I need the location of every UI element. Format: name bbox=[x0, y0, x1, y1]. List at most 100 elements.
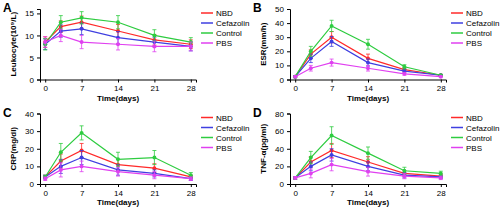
tick-label: 0 bbox=[43, 189, 48, 198]
tick-label: 7 bbox=[330, 84, 335, 93]
legend-item: NBD bbox=[201, 9, 233, 18]
error-bar bbox=[439, 171, 443, 175]
tick-mark bbox=[82, 80, 83, 83]
error-cap bbox=[189, 50, 193, 51]
line bbox=[295, 63, 441, 77]
y-axis: 010203040 bbox=[25, 110, 40, 190]
tick: 28 bbox=[437, 184, 446, 198]
legend-label: NBD bbox=[216, 114, 233, 123]
x-axis-title: Time(days) bbox=[347, 198, 389, 207]
error-bar bbox=[309, 151, 313, 163]
tick: 7 bbox=[330, 184, 335, 198]
tick: 0 bbox=[43, 184, 48, 198]
marker bbox=[59, 20, 63, 24]
tick-mark bbox=[295, 184, 296, 187]
error-bar bbox=[116, 152, 120, 166]
marker bbox=[293, 75, 297, 79]
error-cap bbox=[59, 15, 63, 16]
error-cap bbox=[402, 178, 406, 179]
tick-mark bbox=[332, 184, 333, 187]
error-cap bbox=[116, 176, 120, 177]
legend-swatch bbox=[201, 12, 213, 14]
panel-title: A bbox=[3, 1, 12, 15]
error-bar bbox=[330, 20, 334, 31]
tick: 14 bbox=[364, 184, 373, 198]
tick-label: 15 bbox=[25, 9, 34, 18]
error-bar bbox=[152, 170, 156, 177]
legend-label: Control bbox=[216, 134, 242, 143]
legend-label: NBD bbox=[466, 9, 483, 18]
tick-mark bbox=[37, 13, 40, 14]
error-bar bbox=[59, 29, 63, 41]
series bbox=[293, 59, 443, 79]
x-axis-title: Time(days) bbox=[347, 94, 389, 103]
error-bar bbox=[366, 39, 370, 49]
error-cap bbox=[152, 171, 156, 172]
marker bbox=[116, 170, 120, 174]
error-bar bbox=[152, 41, 156, 52]
tick-mark bbox=[37, 131, 40, 132]
tick-mark bbox=[287, 184, 290, 185]
line bbox=[295, 136, 441, 178]
series bbox=[43, 161, 193, 181]
legend: NBDCefazolinControlPBS bbox=[451, 9, 499, 48]
error-bar bbox=[293, 177, 297, 180]
tick-mark bbox=[287, 51, 290, 52]
error-bar bbox=[366, 167, 370, 176]
marker bbox=[80, 156, 84, 160]
tick-mark bbox=[295, 80, 296, 83]
tick-mark bbox=[287, 23, 290, 24]
tick-mark bbox=[118, 80, 119, 83]
y-axis-title: TNF-α(pg/ml) bbox=[259, 124, 268, 174]
marker bbox=[152, 33, 156, 37]
marker bbox=[293, 176, 297, 180]
tick-mark bbox=[368, 80, 369, 83]
marker bbox=[152, 173, 156, 177]
tick: 10 bbox=[25, 31, 40, 40]
error-bar bbox=[402, 167, 406, 174]
error-cap bbox=[59, 143, 63, 144]
tick: 40 bbox=[275, 19, 290, 28]
error-cap bbox=[59, 41, 63, 42]
error-cap bbox=[80, 34, 84, 35]
tick: 40 bbox=[25, 110, 40, 119]
tick-mark bbox=[37, 166, 40, 167]
marker bbox=[80, 40, 84, 44]
marker bbox=[309, 56, 313, 60]
error-bar bbox=[366, 59, 370, 66]
error-cap bbox=[116, 166, 120, 167]
tick: 14 bbox=[364, 80, 373, 94]
legend-swatch bbox=[451, 32, 463, 34]
tick: 0 bbox=[293, 80, 298, 94]
marker bbox=[366, 170, 370, 174]
line bbox=[295, 151, 441, 178]
tick: 15 bbox=[25, 9, 40, 18]
legend-item: PBS bbox=[201, 144, 232, 153]
marker bbox=[189, 177, 193, 181]
marker bbox=[152, 156, 156, 160]
tick-mark bbox=[404, 184, 405, 187]
error-cap bbox=[152, 150, 156, 151]
marker bbox=[309, 156, 313, 160]
y-axis: 051015 bbox=[25, 9, 40, 84]
tick-mark bbox=[154, 80, 155, 83]
tick-mark bbox=[287, 9, 290, 10]
marker bbox=[189, 44, 193, 48]
legend-item: PBS bbox=[451, 39, 482, 48]
error-cap bbox=[43, 36, 47, 37]
error-bar bbox=[330, 158, 334, 170]
error-cap bbox=[330, 36, 334, 37]
tick-mark bbox=[287, 114, 290, 115]
plot-area bbox=[293, 127, 443, 180]
marker bbox=[330, 153, 334, 157]
axis-line bbox=[291, 80, 447, 83]
legend-swatch bbox=[201, 147, 213, 149]
legend-swatch bbox=[201, 137, 213, 139]
tick-mark bbox=[191, 80, 192, 83]
error-cap bbox=[43, 36, 47, 37]
tick-label: 10 bbox=[25, 162, 34, 171]
legend-item: Cefazolin bbox=[451, 19, 499, 28]
tick-mark bbox=[37, 184, 40, 185]
legend-label: Control bbox=[466, 29, 492, 38]
tick-mark bbox=[287, 37, 290, 38]
